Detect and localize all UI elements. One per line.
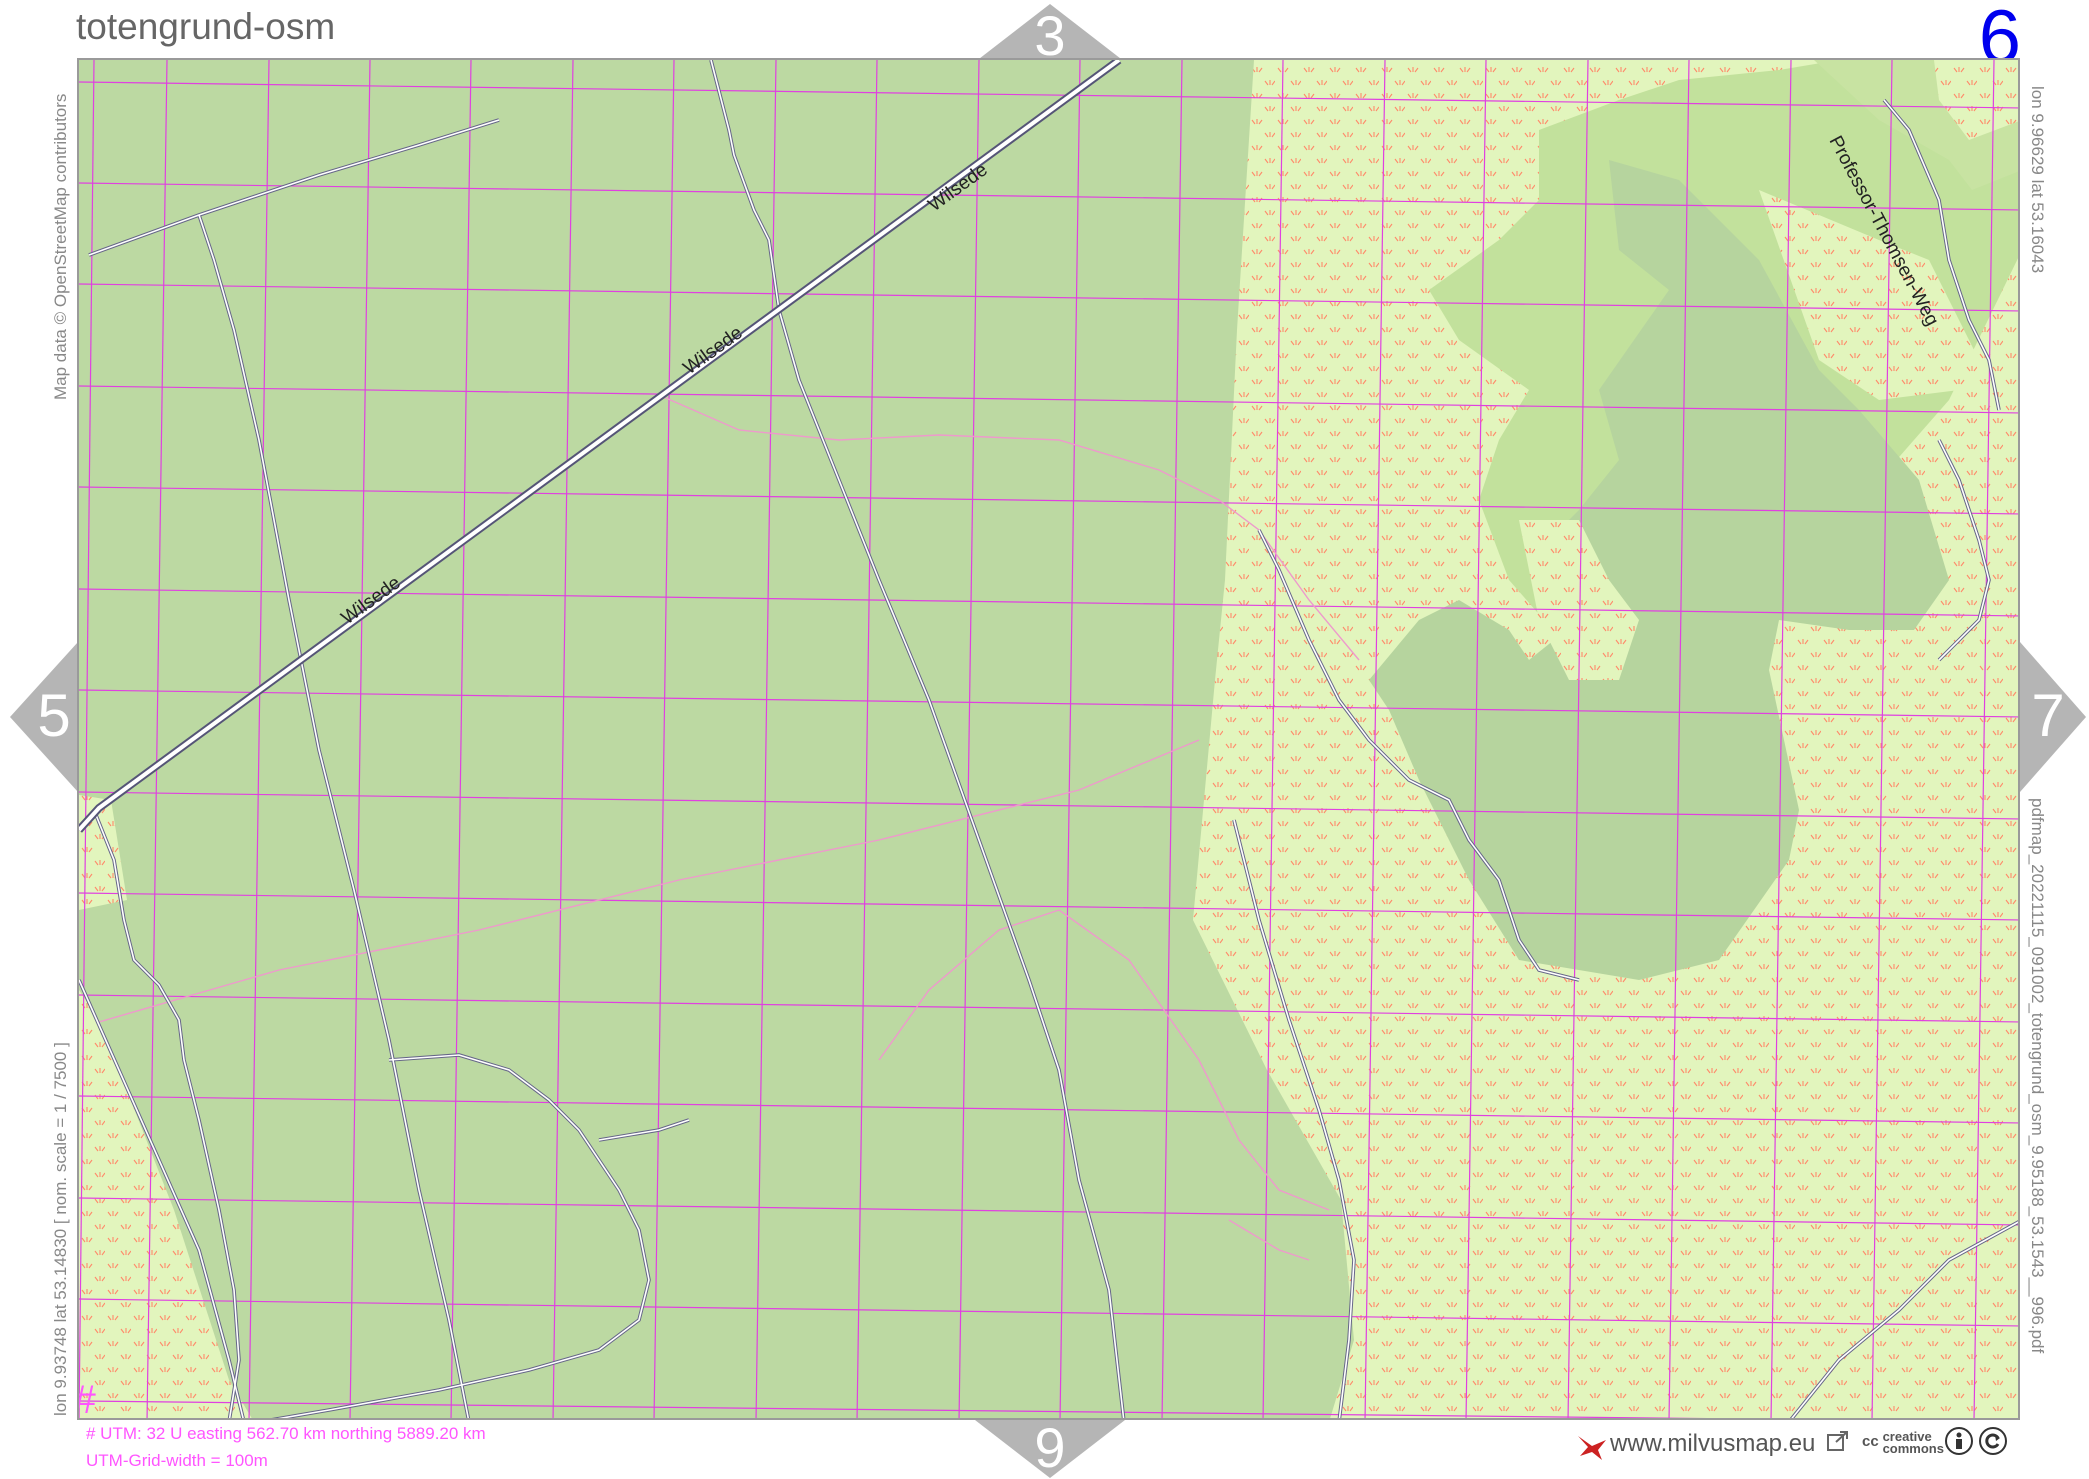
nav-down-label: 9	[1034, 1416, 1066, 1479]
external-link-icon	[1826, 1430, 1850, 1459]
map-title: totengrund-osm	[76, 6, 336, 47]
road-wilsede	[79, 60, 1122, 833]
heath-patch-inner	[1519, 520, 1639, 680]
nav-up-arrow[interactable]: 3	[975, 4, 1125, 67]
grid-origin-marker: #	[79, 1378, 95, 1418]
nav-down-arrow[interactable]: 9	[975, 1420, 1125, 1478]
map-canvas: Wilsede Wilsede Wilsede Professor-Thomse…	[79, 60, 2018, 1418]
milvus-bird-icon	[1576, 1430, 1610, 1462]
coord-top-right: lon 9.96629 lat 53.16043	[2028, 86, 2047, 274]
heath-strip-ne	[1759, 190, 1979, 400]
attribution-text: Map data © OpenStreetMap contributors	[51, 93, 70, 400]
cc-badge[interactable]: cc creative commons	[1862, 1426, 2008, 1459]
nav-right-arrow[interactable]: 7	[2020, 642, 2086, 792]
site-link[interactable]: www.milvusmap.eu	[1610, 1430, 1850, 1459]
grid-width-info: UTM-Grid-width = 100m	[86, 1451, 268, 1470]
coord-bottom-left: lon 9.93748 lat 53.14830 [ nom. scale = …	[51, 1042, 70, 1416]
site-url: www.milvusmap.eu	[1610, 1430, 1816, 1457]
cc-sa-icon	[1978, 1426, 2008, 1459]
nav-left-arrow[interactable]: 5	[10, 642, 78, 792]
map-frame[interactable]: Wilsede Wilsede Wilsede Professor-Thomse…	[77, 58, 2020, 1420]
cc-by-icon	[1944, 1426, 1974, 1459]
tracks	[79, 60, 2018, 1418]
heath-corner-ne	[1934, 60, 2018, 140]
heath-area-corner	[79, 795, 127, 910]
cc-license-text: creative commons	[1882, 1428, 1944, 1456]
utm-grid	[79, 60, 2018, 1418]
nav-right-label: 7	[2031, 682, 2065, 749]
footpaths	[98, 394, 1360, 1261]
cc-mark: cc	[1862, 1433, 1879, 1451]
utm-info: # UTM: 32 U easting 562.70 km northing 5…	[86, 1424, 486, 1443]
file-name-text: pdfmap_20221115_091002_totengrund_osm_9.…	[2028, 798, 2047, 1354]
forest-patch-main	[1369, 160, 1949, 980]
nav-left-label: 5	[37, 682, 71, 749]
nav-up-label: 3	[1034, 4, 1066, 67]
